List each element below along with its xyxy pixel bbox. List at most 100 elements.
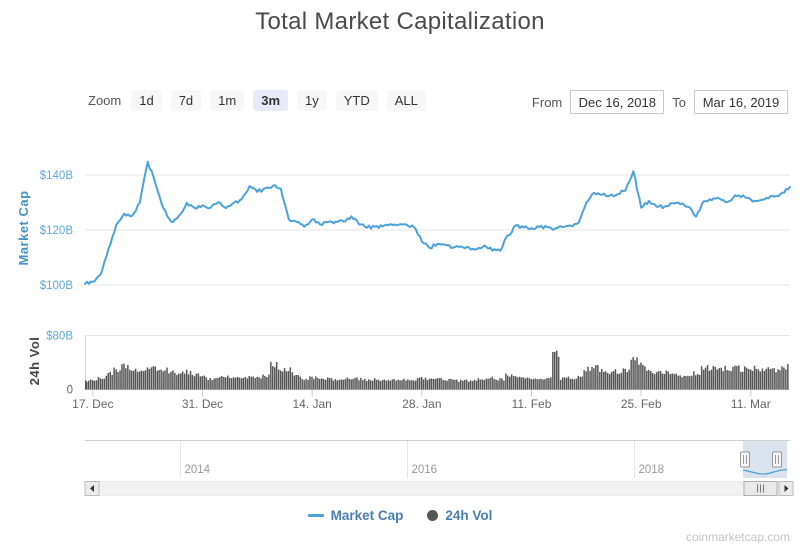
volume-bar [181, 371, 184, 390]
volume-bar [548, 378, 550, 390]
date-range: From To [532, 90, 788, 114]
volume-bar [123, 363, 125, 390]
volume-bar [661, 373, 664, 390]
volume-bar [322, 379, 325, 390]
volume-bar [728, 370, 730, 390]
volume-bar [781, 366, 783, 390]
volume-bar [228, 377, 231, 390]
volume-bar [749, 369, 752, 390]
navigator-handle-left[interactable] [740, 451, 750, 468]
volume-bar [726, 370, 728, 390]
volume-bar [677, 375, 679, 390]
volume-bar [127, 365, 129, 390]
volume-bar [213, 378, 215, 390]
volume-bar [736, 366, 738, 390]
zoom-button-all[interactable]: ALL [386, 90, 426, 111]
to-date-input[interactable] [694, 90, 788, 114]
volume-bar [223, 377, 225, 390]
volume-bar [266, 377, 268, 390]
volume-bar [763, 370, 766, 390]
volume-bar [164, 370, 166, 390]
volume-bar [381, 380, 384, 390]
volume-bar [567, 376, 570, 390]
volume-bar [317, 378, 319, 390]
volume-bar [616, 373, 619, 390]
volume-bar [552, 352, 554, 390]
volume-bar [779, 370, 781, 390]
volume-bar [697, 374, 699, 390]
scrollbar-track[interactable] [84, 481, 794, 496]
navigator-year-label: 2018 [639, 464, 665, 476]
navigator-handle-right[interactable] [772, 451, 782, 468]
volume-bar [134, 368, 137, 390]
volume-bar [205, 377, 207, 390]
volume-bar [413, 380, 415, 390]
legend: Market Cap 24h Vol [0, 508, 800, 523]
volume-bar [146, 367, 149, 390]
volume-bar [520, 377, 523, 390]
volume-bar [767, 367, 769, 390]
zoom-button-1m[interactable]: 1m [210, 90, 245, 111]
handle-grip-icon [740, 451, 750, 468]
watermark: coinmarketcap.com [685, 530, 790, 544]
volume-bar [107, 373, 109, 390]
scrollbar-right-button[interactable] [778, 481, 794, 496]
volume-bar [440, 378, 442, 390]
volume-bar [773, 368, 775, 390]
legend-item-market-cap[interactable]: Market Cap [307, 508, 403, 523]
zoom-button-ytd[interactable]: YTD [335, 90, 378, 111]
volume-bar [387, 379, 390, 390]
volume-bar [681, 377, 683, 390]
volume-bar [172, 370, 174, 390]
volume-bar [424, 377, 427, 390]
volume-bar [321, 378, 323, 390]
volume-bar [391, 379, 393, 390]
volume-bar [540, 378, 542, 390]
x-axis-label: 11. Feb [512, 397, 552, 411]
volume-bar [663, 374, 666, 390]
volume-bar [679, 375, 681, 390]
volume-bar [93, 380, 96, 390]
volume-bar [242, 377, 245, 390]
volume-bar [272, 366, 274, 390]
volume-bar [536, 379, 538, 390]
volume-bar [587, 366, 589, 390]
volume-bar [319, 379, 321, 390]
from-date-input[interactable] [570, 90, 665, 114]
volume-bar [577, 375, 579, 390]
volume-bar [129, 369, 131, 390]
volume-bar [258, 377, 260, 390]
volume-bar [497, 380, 499, 390]
volume-bar [217, 377, 219, 390]
volume-bar [418, 377, 421, 390]
volume-bar [197, 373, 200, 390]
volume-bar [673, 374, 675, 390]
scrollbar-left-button[interactable] [84, 481, 100, 496]
volume-bar [747, 369, 750, 390]
to-label: To [672, 94, 686, 110]
volume-bar [698, 375, 701, 390]
volume-bar [297, 375, 299, 390]
zoom-button-1d[interactable]: 1d [131, 90, 162, 111]
volume-bar [456, 379, 458, 390]
legend-item-24h-vol[interactable]: 24h Vol [427, 508, 492, 523]
volume-bar [203, 375, 205, 390]
zoom-button-3m[interactable]: 3m [253, 90, 289, 111]
scrollbar-thumb[interactable] [743, 481, 778, 496]
zoom-button-7d[interactable]: 7d [170, 90, 202, 111]
volume-bar [595, 365, 597, 390]
volume-bar [342, 379, 344, 390]
volume-bar [636, 357, 638, 390]
volume-bar [651, 373, 654, 390]
volume-bar [638, 364, 640, 390]
volume-bar [489, 378, 491, 390]
volume-bar [232, 377, 235, 390]
market-cap-line [84, 160, 791, 285]
zoom-button-1y[interactable]: 1y [297, 90, 327, 111]
volume-bar [753, 365, 756, 390]
volume-bar [646, 370, 648, 390]
volume-bar [655, 372, 658, 390]
volume-bar [199, 376, 202, 390]
volume-bar [109, 371, 111, 390]
